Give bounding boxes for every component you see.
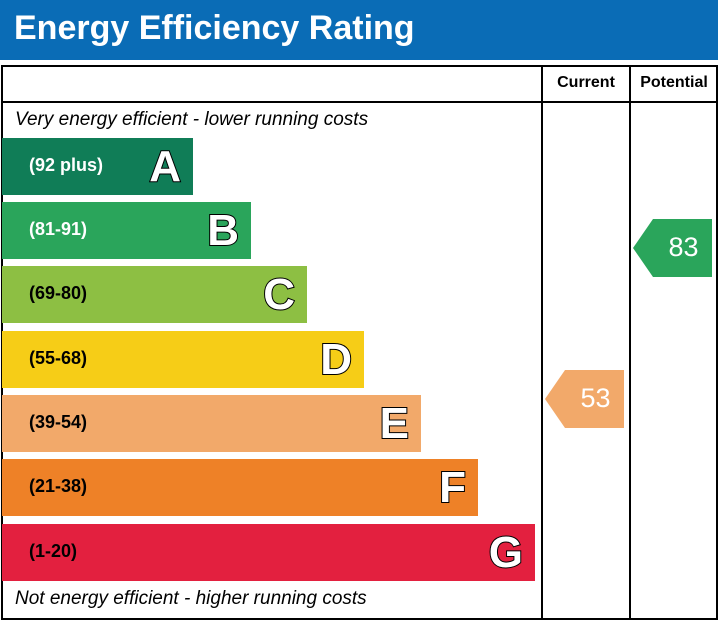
band-e: (39-54) E xyxy=(2,395,421,452)
band-range: (39-54) xyxy=(29,412,88,432)
divider xyxy=(629,65,631,618)
current-rating-value: 53 xyxy=(580,383,611,413)
band-g: (1-20) G xyxy=(2,524,535,581)
chart-title: Energy Efficiency Rating xyxy=(14,9,415,47)
divider xyxy=(541,65,543,618)
header: Energy Efficiency Rating xyxy=(0,0,718,60)
band-range: (1-20) xyxy=(29,541,78,561)
band-f: (21-38) F xyxy=(2,459,478,516)
band-range: (81-91) xyxy=(29,219,88,239)
band-range: (92 plus) xyxy=(29,155,104,175)
band-letter: C xyxy=(262,269,296,320)
potential-rating-value: 83 xyxy=(668,232,699,262)
arrow-shape xyxy=(633,219,712,277)
band-b: (81-91) B xyxy=(2,202,251,259)
band-letter: G xyxy=(488,527,524,578)
band-a: (92 plus) A xyxy=(2,138,193,195)
band-letter: E xyxy=(379,398,410,449)
bottom-note: Not energy efficient - higher running co… xyxy=(15,588,367,609)
current-rating-arrow: 53 xyxy=(545,370,624,428)
band-letter: D xyxy=(319,334,353,385)
arrow-shape xyxy=(545,370,624,428)
band-c: (69-80) C xyxy=(2,266,307,323)
top-note: Very energy efficient - lower running co… xyxy=(15,109,369,130)
column-header-potential: Potential xyxy=(640,74,708,91)
band-letter: A xyxy=(148,141,182,192)
band-letter: F xyxy=(438,462,467,513)
band-letter: B xyxy=(206,205,240,256)
band-range: (21-38) xyxy=(29,476,88,496)
divider xyxy=(1,101,718,103)
band-d: (55-68) D xyxy=(2,331,364,388)
potential-rating-arrow: 83 xyxy=(633,219,712,277)
band-range: (55-68) xyxy=(29,348,88,368)
band-range: (69-80) xyxy=(29,283,88,303)
column-header-current: Current xyxy=(557,74,615,91)
